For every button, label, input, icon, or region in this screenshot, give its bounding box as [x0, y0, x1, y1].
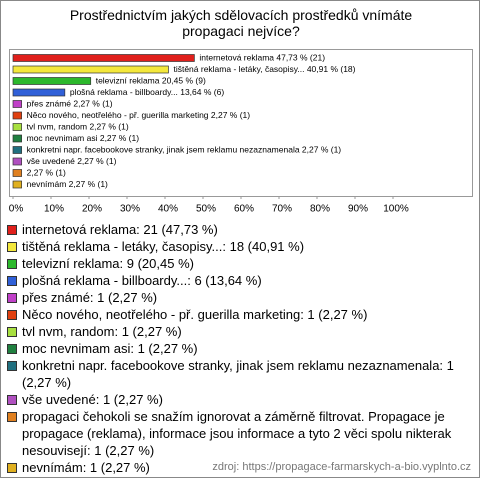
- legend-text: konkretni napr. facebookove stranky, jin…: [22, 358, 454, 390]
- legend-item: Něco nového, neotřelého - př. guerilla m…: [7, 306, 471, 323]
- x-tick-label: 100%: [383, 204, 409, 215]
- legend-text: přes známé: 1 (2,27 %): [22, 290, 158, 305]
- legend-item: tvl nvm, random: 1 (2,27 %): [7, 323, 471, 340]
- legend-swatch: [7, 463, 17, 473]
- x-tick-label: 40%: [158, 204, 178, 215]
- source: zdroj: https://propagace-farmarskych-a-b…: [212, 461, 471, 473]
- bar: [12, 169, 22, 177]
- bar-label: tvl nvm, random 2,27 % (1): [27, 121, 129, 131]
- x-tick-label: 0%: [9, 204, 24, 215]
- legend-swatch: [7, 327, 17, 337]
- legend-text: moc nevnimam asi: 1 (2,27 %): [22, 341, 198, 356]
- bar: [12, 146, 22, 154]
- x-tick-label: 10%: [44, 204, 64, 215]
- chart: 0% 10% 20% 30% 40% 50% 60% 70% 80% 90% 100% interne…: [9, 49, 473, 215]
- legend-item: propagaci čehokoli se snažím ignorovat a…: [7, 408, 471, 459]
- legend-item: konkretni napr. facebookove stranky, jin…: [7, 357, 471, 391]
- legend-item: nevnímám: 1 (2,27 %): [7, 459, 471, 476]
- bar-label: Něco nového, neotřelého - př. guerilla m…: [27, 110, 251, 120]
- legend-text: televizní reklama: 9 (20,45 %): [22, 256, 194, 271]
- bar-label: tištěná reklama - letáky, časopisy... 40…: [173, 64, 355, 74]
- bar-label: televizní reklama 20,45 % (9): [96, 75, 206, 85]
- bar-label: internetová reklama 47,73 % (21): [199, 52, 325, 62]
- x-tick-label: 50%: [196, 204, 216, 215]
- legend-swatch: [7, 225, 17, 235]
- bar-label: vše uvedené 2,27 % (1): [27, 156, 117, 166]
- legend-item: moc nevnimam asi: 1 (2,27 %): [7, 340, 471, 357]
- bar: [12, 123, 22, 131]
- x-tick-label: 20%: [82, 204, 102, 215]
- legend-item: tištěná reklama - letáky, časopisy...: 1…: [7, 238, 471, 255]
- bar-label: 2,27 % (1): [27, 167, 66, 177]
- x-tick-label: 90%: [348, 204, 368, 215]
- legend-swatch: [7, 242, 17, 252]
- legend-item: internetová reklama: 21 (47,73 %): [7, 221, 471, 238]
- legend-text: plošná reklama - billboardy...: 6 (13,64…: [22, 273, 262, 288]
- bar-label: konkretni napr. facebookove stranky, jin…: [27, 144, 342, 154]
- legend-item: plošná reklama - billboardy...: 6 (13,64…: [7, 272, 471, 289]
- legend-text: internetová reklama: 21 (47,73 %): [22, 222, 218, 237]
- legend-text: Něco nového, neotřelého - př. guerilla m…: [22, 307, 368, 322]
- legend-item: televizní reklama: 9 (20,45 %): [7, 255, 471, 272]
- bar: [12, 134, 22, 143]
- legend-swatch: [7, 344, 17, 354]
- legend: internetová reklama: 21 (47,73 %) tištěná…: [7, 221, 471, 476]
- bar-label: přes známé 2,27 % (1): [27, 98, 113, 108]
- legend-text: nevnímám: 1 (2,27 %): [22, 460, 150, 475]
- legend-item: vše uvedené: 1 (2,27 %): [7, 391, 471, 408]
- bar: [12, 180, 22, 189]
- bar: [12, 157, 22, 166]
- legend-text: tištěná reklama - letáky, časopisy...: 1…: [22, 239, 305, 254]
- bar: [12, 111, 22, 120]
- bar: [12, 100, 22, 108]
- plot-frame: [9, 49, 473, 197]
- legend-swatch: [7, 412, 17, 422]
- legend-swatch: [7, 259, 17, 269]
- bar: [12, 88, 66, 97]
- legend-swatch: [7, 276, 17, 286]
- legend-swatch: [7, 310, 17, 320]
- legend-swatch: [7, 395, 17, 405]
- x-tick-label: 30%: [120, 204, 140, 215]
- legend-text: propagaci čehokoli se snažím ignorovat a…: [22, 409, 452, 458]
- bar: [12, 54, 195, 62]
- legend-text: tvl nvm, random: 1 (2,27 %): [22, 324, 182, 339]
- x-tick-label: 70%: [272, 204, 292, 215]
- bar-label: nevnímám 2,27 % (1): [27, 179, 108, 189]
- x-tick-label: 60%: [234, 204, 254, 215]
- legend-text: vše uvedené: 1 (2,27 %): [22, 392, 163, 407]
- bar-label: plošná reklama - billboardy... 13,64 % (…: [70, 87, 225, 97]
- bar: [12, 77, 92, 85]
- legend-swatch: [7, 293, 17, 303]
- bar: [12, 65, 169, 74]
- legend-item: přes známé: 1 (2,27 %): [7, 289, 471, 306]
- bar-label: moc nevnimam asi 2,27 % (1): [27, 133, 140, 143]
- chart-title: Prostřednictvím jakých sdělovacích prost…: [69, 7, 413, 39]
- x-tick-label: 80%: [310, 204, 330, 215]
- legend-swatch: [7, 361, 17, 371]
